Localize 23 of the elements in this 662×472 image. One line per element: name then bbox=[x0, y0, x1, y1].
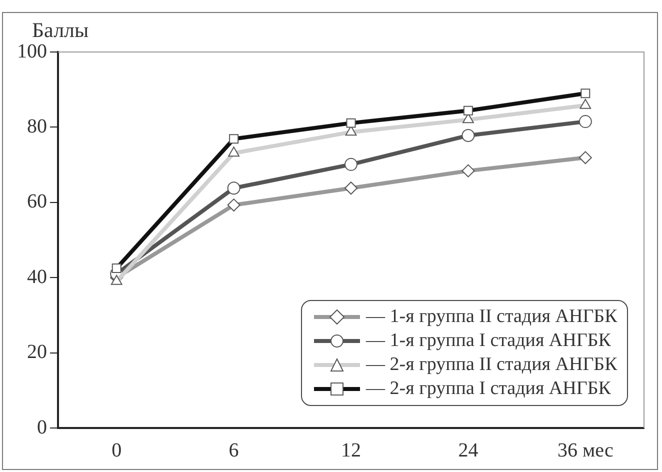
legend-label: — 1-я группа II стадия АНГБК bbox=[366, 305, 618, 329]
y-tick-label: 40 bbox=[27, 266, 47, 288]
y-tick-label: 100 bbox=[17, 40, 47, 62]
y-tick-label: 60 bbox=[27, 190, 47, 213]
x-tick-label: 6 bbox=[228, 439, 239, 462]
point bbox=[228, 146, 240, 157]
y-tick-label: 20 bbox=[27, 341, 47, 364]
y-axis-title: Баллы bbox=[32, 18, 89, 43]
point bbox=[578, 115, 592, 128]
point bbox=[462, 128, 475, 142]
x-tick-label: 36 мес bbox=[557, 439, 614, 462]
point bbox=[227, 182, 240, 195]
legend-label: — 2-я группа II стадия АНГБК bbox=[366, 353, 618, 377]
legend-label: — 1-я группа I стадия АНГБК bbox=[366, 329, 611, 353]
x-tick-label: 12 bbox=[341, 439, 361, 462]
point bbox=[580, 98, 592, 109]
x-tick-label: 0 bbox=[112, 439, 122, 462]
point bbox=[110, 274, 122, 285]
legend-label: — 2-я группа I стадия АНГБК bbox=[366, 377, 611, 401]
y-tick-label: 80 bbox=[27, 115, 47, 138]
y-tick-label: 0 bbox=[37, 416, 47, 438]
x-tick-label: 24 bbox=[458, 439, 478, 462]
point bbox=[344, 158, 358, 171]
